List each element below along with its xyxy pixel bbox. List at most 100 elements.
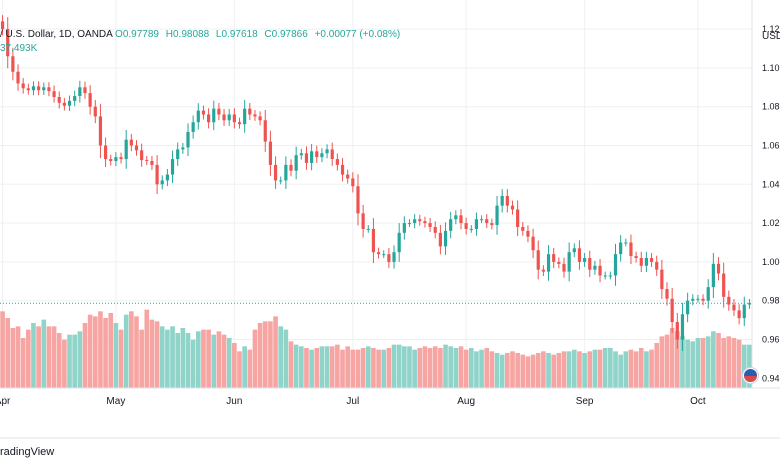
candle-body [155, 164, 159, 185]
candle-body [402, 223, 406, 233]
volume-bar [427, 348, 433, 388]
volume-bar [623, 351, 629, 388]
volume-bar [355, 349, 361, 388]
candle-body [103, 145, 108, 160]
volume-bar [412, 349, 417, 388]
high-value: H0.98088 [165, 29, 210, 40]
candle-body [572, 248, 576, 253]
candle-body [129, 139, 133, 146]
volume-bar [556, 353, 562, 388]
price-axis[interactable]: 1.12 1.10 1.08 1.06 1.04 1.02 1.00 0.98 0.96 0.94 [762, 24, 780, 383]
candle-body [268, 141, 273, 165]
candle-body [500, 195, 504, 206]
volume-bar [577, 351, 582, 388]
volume-bar [417, 348, 423, 388]
volume-bar [690, 341, 696, 388]
volume-bar [484, 348, 490, 388]
volume-bar [669, 328, 675, 388]
candle-body [31, 86, 36, 91]
price-tick-label: 1.04 [762, 179, 780, 189]
volume-bar [247, 349, 253, 388]
volume-bar [721, 338, 726, 388]
candle-body [655, 261, 659, 270]
candle-body [742, 304, 746, 319]
volume-bar [386, 348, 392, 388]
candle-body [11, 56, 15, 72]
volume-bar [67, 334, 72, 388]
volume-bar [396, 344, 402, 388]
volume-bar [463, 349, 469, 388]
volume-bar [350, 349, 356, 388]
candle-body [207, 114, 211, 123]
candle-body [510, 205, 515, 210]
volume-bar [530, 354, 536, 388]
volume-bar [211, 334, 217, 388]
volume-bar [680, 336, 685, 388]
candle-body [423, 221, 427, 224]
candle-body [433, 226, 437, 233]
candle-body [727, 296, 731, 305]
volume-bar [520, 354, 526, 388]
brand-footer: radingView [0, 446, 55, 458]
volume-bar [62, 339, 67, 388]
price-tick-label: 1.00 [762, 257, 780, 267]
candle-body [16, 71, 20, 84]
time-tick-label: May [106, 396, 125, 407]
candle-body [392, 252, 396, 262]
candle-body [701, 298, 705, 301]
price-tick-label: 1.08 [762, 102, 780, 112]
volume-bar [180, 328, 186, 388]
volume-bar [314, 348, 320, 388]
grid-lines [0, 0, 752, 388]
candle-body [536, 250, 540, 270]
candle-body [109, 159, 113, 162]
candle-body [454, 215, 458, 220]
candle-body [397, 232, 401, 253]
volume-bar [195, 331, 201, 388]
volume-bar [165, 329, 170, 388]
volume-bar [664, 334, 670, 388]
candle-body [541, 269, 545, 272]
volume-bar [479, 349, 484, 388]
candle-body [371, 228, 376, 253]
volume-bar [26, 329, 31, 388]
candle-body [624, 242, 628, 244]
time-tick-label: Aug [457, 396, 475, 407]
candle-body [263, 120, 267, 142]
candle-body [387, 254, 391, 262]
candle-body [366, 228, 370, 230]
volume-bar [298, 346, 304, 388]
candle-body [315, 151, 319, 158]
candle-body [191, 122, 195, 132]
volume-bar [474, 351, 479, 388]
volume-bar [571, 349, 577, 388]
candle-body [680, 314, 685, 340]
volume-bar [438, 348, 443, 388]
candle-body [577, 248, 582, 262]
volume-bar [711, 331, 716, 388]
candle-body [145, 160, 149, 162]
candles [0, 15, 752, 351]
candle-body [505, 195, 509, 206]
candle-body [644, 258, 649, 266]
volume-bar [82, 323, 88, 388]
volume-bar [381, 349, 387, 388]
candle-body [21, 83, 25, 89]
volume-bar [98, 311, 103, 388]
volume-bar [123, 314, 129, 388]
volume-bar [288, 341, 294, 388]
volume-bar [587, 351, 593, 388]
volume-bar [628, 349, 634, 388]
candle-body [78, 87, 82, 97]
candle-body [552, 254, 556, 262]
time-axis[interactable]: Apr May Jun Jul Aug Sep Oct [0, 396, 706, 407]
candle-body [237, 122, 242, 125]
volume-bar [535, 353, 541, 388]
candle-body [675, 322, 679, 340]
candle-body [711, 263, 715, 288]
volume-bar [190, 339, 196, 388]
volume-bar [654, 343, 660, 388]
volume-bar [252, 329, 258, 388]
candle-body [248, 108, 252, 115]
